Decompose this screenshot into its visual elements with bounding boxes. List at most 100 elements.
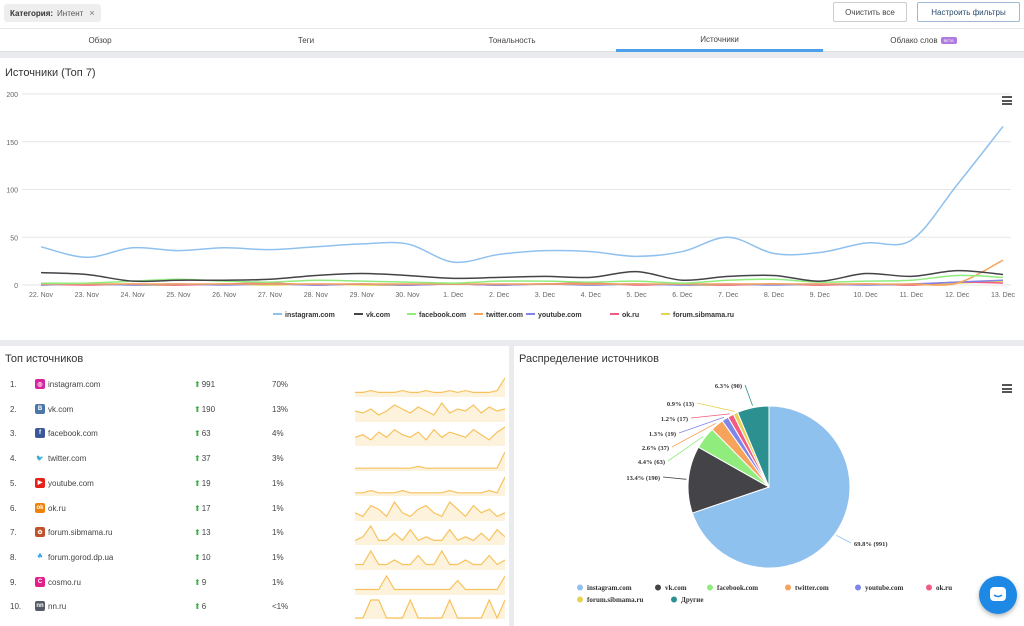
source-name[interactable]: youtube.com bbox=[48, 478, 94, 488]
filter-chip-value: Интент bbox=[57, 8, 84, 18]
line-chart-title: Источники (Топ 7) bbox=[5, 67, 96, 79]
legend-item-facebook[interactable]: facebook.com bbox=[707, 584, 758, 592]
legend-label: ok.ru bbox=[936, 584, 952, 592]
tab-label: Облако слов bbox=[890, 36, 938, 45]
legend-item-instagram[interactable]: instagram.com bbox=[577, 584, 632, 592]
sparkline bbox=[355, 525, 505, 546]
series-line-twitter[interactable] bbox=[40, 259, 1004, 286]
legend-item-okru[interactable]: ok.ru bbox=[926, 584, 952, 592]
arrow-up-icon: ⬆ bbox=[194, 528, 201, 538]
share-percent: <1% bbox=[272, 602, 289, 612]
legend-item-youtube[interactable]: youtube.com bbox=[855, 584, 903, 592]
legend-item-facebook[interactable]: facebook.com bbox=[407, 312, 466, 319]
x-tick-label: 2. Dec bbox=[489, 292, 510, 299]
instagram-icon: ◎ bbox=[35, 379, 45, 389]
x-tick-label: 5. Dec bbox=[626, 292, 647, 299]
legend-label: forum.sibmama.ru bbox=[587, 596, 643, 604]
table-row[interactable]: 8. ☘ forum.gorod.dp.ua ⬆10 1% bbox=[0, 547, 509, 571]
connector-line bbox=[690, 413, 730, 419]
legend-item-vk[interactable]: vk.com bbox=[354, 312, 390, 319]
arrow-up-icon: ⬆ bbox=[194, 552, 201, 562]
table-row[interactable]: 1. ◎ instagram.com ⬆991 70% bbox=[0, 374, 509, 398]
filter-bar: Категория: Интент × Очистить все Настрои… bbox=[0, 0, 1024, 28]
source-name[interactable]: instagram.com bbox=[48, 380, 101, 389]
legend-item-twitter[interactable]: twitter.com bbox=[785, 584, 829, 592]
table-row[interactable]: 4. 🐦 twitter.com ⬆37 3% bbox=[0, 448, 509, 472]
connector-line bbox=[744, 384, 753, 406]
series-line-vk[interactable] bbox=[40, 269, 1004, 283]
top-sources-title: Топ источников bbox=[5, 353, 84, 365]
legend-item-other[interactable]: Другие bbox=[671, 596, 703, 604]
chart-menu-icon[interactable] bbox=[1002, 96, 1012, 105]
legend-item-vk[interactable]: vk.com bbox=[655, 584, 687, 592]
series-line-instagram[interactable] bbox=[40, 126, 1004, 264]
sparkline bbox=[355, 401, 505, 422]
tab-word-cloud[interactable]: Облако слов BETA bbox=[823, 29, 1024, 52]
mention-count: ⬆37 bbox=[194, 454, 211, 464]
share-percent: 1% bbox=[272, 552, 284, 562]
legend-item-forum[interactable]: forum.sibmama.ru bbox=[661, 312, 734, 319]
source-name[interactable]: forum.sibmama.ru bbox=[48, 528, 113, 538]
pie-slice-other[interactable] bbox=[736, 405, 770, 488]
table-row[interactable]: 3. f facebook.com ⬆63 4% bbox=[0, 423, 509, 447]
pie-slice-instagram[interactable] bbox=[691, 405, 851, 569]
sparkline bbox=[355, 549, 505, 570]
mention-count: ⬆190 bbox=[194, 404, 216, 414]
configure-filters-button[interactable]: Настроить фильтры bbox=[917, 2, 1020, 22]
x-tick-label: 10. Dec bbox=[854, 292, 879, 299]
tab-overview[interactable]: Обзор bbox=[0, 29, 200, 52]
x-tick-label: 30. Nov bbox=[395, 292, 420, 299]
legend-label: facebook.com bbox=[717, 584, 758, 592]
table-row[interactable]: 6. ok ok.ru ⬆17 1% bbox=[0, 498, 509, 522]
sparkline bbox=[355, 377, 505, 397]
filter-chip[interactable]: Категория: Интент × bbox=[4, 4, 101, 22]
source-name[interactable]: forum.gorod.dp.ua bbox=[48, 552, 114, 562]
legend-label: ok.ru bbox=[622, 312, 639, 319]
legend-item-twitter[interactable]: twitter.com bbox=[474, 312, 523, 319]
mention-count: ⬆9 bbox=[194, 577, 207, 587]
rank: 2. bbox=[10, 404, 17, 414]
pie-slice-vk[interactable] bbox=[687, 446, 771, 514]
y-tick-label: 200 bbox=[6, 92, 18, 99]
tab-label: Источники bbox=[700, 34, 739, 44]
source-name[interactable]: twitter.com bbox=[48, 454, 87, 464]
source-name[interactable]: ok.ru bbox=[48, 503, 66, 513]
source-name[interactable]: vk.com bbox=[48, 404, 74, 414]
tab-sources[interactable]: Источники bbox=[616, 29, 823, 52]
close-icon[interactable]: × bbox=[89, 8, 95, 18]
x-tick-label: 22. Nov bbox=[29, 292, 54, 299]
top-sources-panel: Топ источников 1. ◎ instagram.com ⬆991 70% 2.… bbox=[0, 346, 509, 626]
legend-item-okru[interactable]: ok.ru bbox=[610, 312, 639, 319]
sibmama-icon: ✿ bbox=[35, 527, 45, 538]
legend-item-forum[interactable]: forum.sibmama.ru bbox=[577, 596, 643, 604]
share-percent: 1% bbox=[272, 503, 284, 513]
source-name[interactable]: cosmo.ru bbox=[48, 577, 81, 587]
table-row[interactable]: 7. ✿ forum.sibmama.ru ⬆13 1% bbox=[0, 522, 509, 546]
legend-item-instagram[interactable]: instagram.com bbox=[273, 312, 335, 319]
x-tick-label: 25. Nov bbox=[166, 292, 191, 299]
source-name[interactable]: nn.ru bbox=[48, 602, 67, 612]
distribution-panel: Распределение источников 69.8% (991) 13.4… bbox=[514, 346, 1024, 626]
tab-tags[interactable]: Теги bbox=[206, 29, 406, 52]
arrow-up-icon: ⬆ bbox=[194, 602, 201, 612]
tab-tonality[interactable]: Тональность bbox=[412, 29, 612, 52]
table-row[interactable]: 10. nn nn.ru ⬆6 <1% bbox=[0, 596, 509, 620]
table-row[interactable]: 5. ▶ youtube.com ⬆19 1% bbox=[0, 473, 509, 497]
legend-item-youtube[interactable]: youtube.com bbox=[526, 312, 582, 319]
source-name[interactable]: facebook.com bbox=[48, 429, 98, 439]
chart-menu-icon[interactable] bbox=[1002, 384, 1012, 393]
share-percent: 1% bbox=[272, 577, 284, 587]
x-tick-label: 12. Dec bbox=[945, 292, 970, 299]
x-tick-label: 11. Dec bbox=[900, 292, 924, 299]
x-tick-label: 6. Dec bbox=[672, 292, 693, 299]
chat-button[interactable] bbox=[979, 576, 1017, 614]
mention-count: ⬆17 bbox=[194, 503, 211, 513]
data-label: 4.4% (63) bbox=[638, 459, 665, 466]
ok-icon: ok bbox=[35, 502, 45, 513]
data-label: 13.4% (190) bbox=[626, 475, 660, 482]
clear-all-button[interactable]: Очистить все bbox=[833, 2, 907, 22]
tab-label: Обзор bbox=[88, 36, 112, 45]
filter-chip-label: Категория: bbox=[10, 8, 54, 18]
